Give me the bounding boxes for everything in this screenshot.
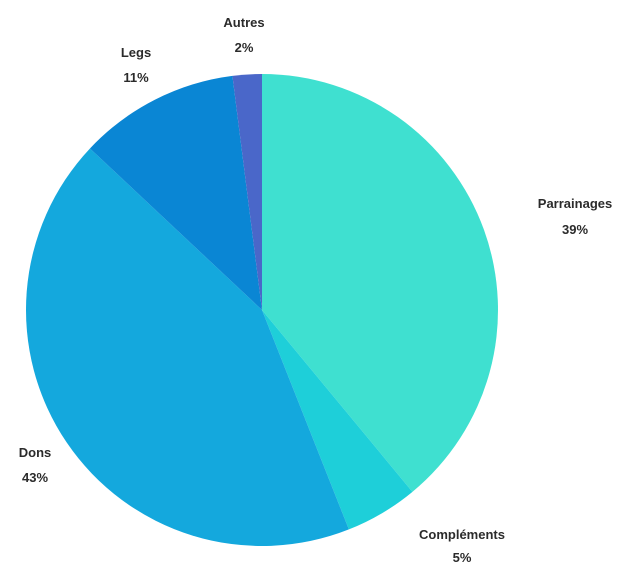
- label-name-parrainages: Parrainages: [538, 196, 612, 211]
- pie-slice-complements: [262, 310, 413, 530]
- label-value-dons: 43%: [22, 470, 48, 485]
- label-name-dons: Dons: [19, 445, 52, 460]
- slice-label-parrainages: Parrainages 39%: [538, 196, 612, 237]
- slice-label-dons: Dons 43%: [19, 445, 52, 485]
- pie-slices: [25, 74, 498, 547]
- pie-slice-dons: [25, 148, 349, 547]
- label-value-legs: 11%: [123, 70, 149, 85]
- label-name-complements: Compléments: [419, 527, 505, 542]
- pie-slice-legs: [89, 75, 263, 310]
- slice-label-autres: Autres 2%: [223, 15, 264, 55]
- label-value-autres: 2%: [235, 40, 254, 55]
- pie-slice-parrainages: [262, 74, 498, 492]
- label-value-parrainages: 39%: [562, 222, 588, 237]
- label-value-complements: 5%: [453, 550, 472, 565]
- slice-label-legs: Legs 11%: [121, 45, 151, 85]
- pie-slice-autres: [232, 74, 262, 310]
- slice-label-complements: Compléments 5%: [419, 527, 505, 565]
- label-name-autres: Autres: [223, 15, 264, 30]
- label-name-legs: Legs: [121, 45, 151, 60]
